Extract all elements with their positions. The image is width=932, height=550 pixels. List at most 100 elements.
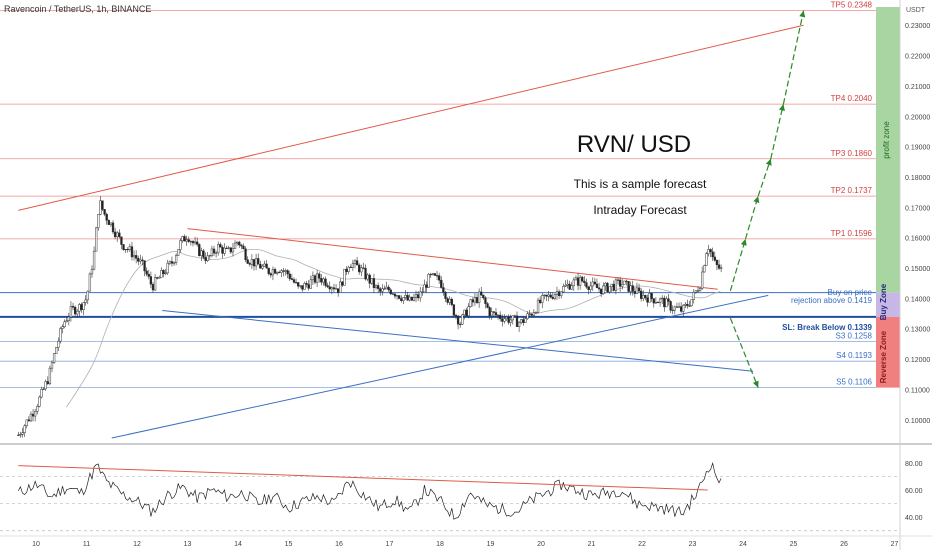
trendline-2 — [162, 310, 754, 372]
time-tick-label: 17 — [386, 541, 394, 548]
profit-zone — [876, 7, 900, 293]
price-tick-label: 0.18000 — [905, 175, 930, 182]
candle — [435, 271, 439, 280]
candle — [692, 289, 695, 304]
candle — [530, 312, 533, 318]
price-tick-label: 0.11000 — [905, 387, 930, 394]
candle — [109, 222, 113, 227]
candle — [507, 314, 510, 325]
candle — [147, 269, 150, 280]
candle — [526, 311, 529, 320]
candle — [473, 293, 477, 306]
candle — [379, 287, 382, 296]
currency-label: USDT — [906, 7, 926, 14]
candle — [63, 319, 66, 329]
price-tick-label: 0.23000 — [905, 23, 930, 30]
candle — [322, 277, 325, 286]
candle — [572, 277, 575, 291]
candle — [595, 278, 599, 289]
candle — [151, 282, 155, 293]
time-tick-label: 11 — [83, 541, 90, 548]
candle — [48, 365, 52, 386]
oscillator-line — [17, 461, 722, 520]
candle — [86, 290, 89, 305]
price-tick-label: 0.13000 — [905, 327, 930, 334]
candle — [583, 276, 586, 287]
forecast-subtitle: This is a sample forecast — [574, 177, 707, 191]
candle — [431, 273, 434, 276]
candle — [290, 273, 294, 281]
candle — [118, 229, 121, 239]
candle — [80, 302, 83, 313]
candle — [543, 294, 546, 300]
candle — [665, 296, 668, 308]
candle — [494, 308, 498, 318]
candle — [17, 431, 20, 436]
candle — [337, 288, 340, 297]
candle — [408, 294, 411, 302]
candle — [42, 387, 45, 391]
candle — [612, 280, 615, 292]
candle — [40, 386, 43, 399]
time-tick-label: 26 — [840, 541, 848, 548]
candle — [698, 286, 702, 292]
candle — [395, 294, 399, 300]
candle — [505, 315, 508, 322]
candle — [99, 196, 102, 216]
candle — [212, 245, 216, 257]
candle — [353, 259, 357, 269]
candle — [442, 283, 445, 296]
candle — [581, 275, 584, 283]
forecast-arrow-1 — [744, 195, 759, 240]
candle — [416, 290, 420, 302]
time-tick-label: 22 — [638, 541, 646, 548]
candle — [475, 293, 479, 305]
candle — [450, 297, 453, 307]
candle — [231, 243, 235, 257]
candle — [219, 242, 222, 248]
candle — [128, 243, 131, 253]
candle — [130, 241, 134, 261]
candle — [568, 280, 571, 290]
candle — [307, 280, 310, 291]
candle — [355, 256, 359, 266]
candle — [269, 272, 272, 278]
candle — [362, 262, 365, 270]
candle — [661, 295, 664, 305]
candle — [560, 291, 563, 299]
candle — [324, 276, 327, 288]
candle — [606, 282, 609, 293]
candle — [297, 281, 300, 289]
level-label-tp4: TP4 0.2040 — [831, 94, 873, 103]
candle — [343, 268, 346, 286]
moving-average-layer — [65, 248, 721, 408]
candle — [50, 360, 54, 373]
candle — [654, 297, 658, 304]
candle — [111, 220, 115, 235]
candle — [677, 302, 681, 308]
candle — [486, 302, 489, 309]
candle — [278, 270, 281, 274]
candle — [629, 281, 632, 296]
candle — [703, 264, 706, 273]
candle — [23, 424, 26, 437]
candle — [71, 302, 75, 311]
candle — [21, 427, 24, 438]
candle — [690, 299, 693, 307]
time-tick-label: 10 — [32, 541, 40, 548]
candle — [467, 303, 470, 319]
time-axis[interactable]: 10 11 12 13 14 15 16 17 18 19 20 21 22 23 24 25 26 27 — [0, 535, 932, 548]
time-tick-label: 21 — [588, 541, 596, 548]
candle — [562, 283, 565, 293]
candle — [67, 312, 70, 326]
candle — [320, 273, 323, 286]
candle — [27, 416, 30, 422]
candle — [459, 321, 462, 328]
price-axis[interactable]: 0.23000 0.22000 0.21000 0.20000 0.19000 0.180… — [905, 23, 930, 425]
time-tick-label: 13 — [184, 541, 192, 548]
candle — [587, 285, 590, 295]
candle — [484, 296, 487, 309]
candle — [719, 264, 723, 273]
candle — [701, 266, 704, 290]
candle — [707, 244, 710, 257]
